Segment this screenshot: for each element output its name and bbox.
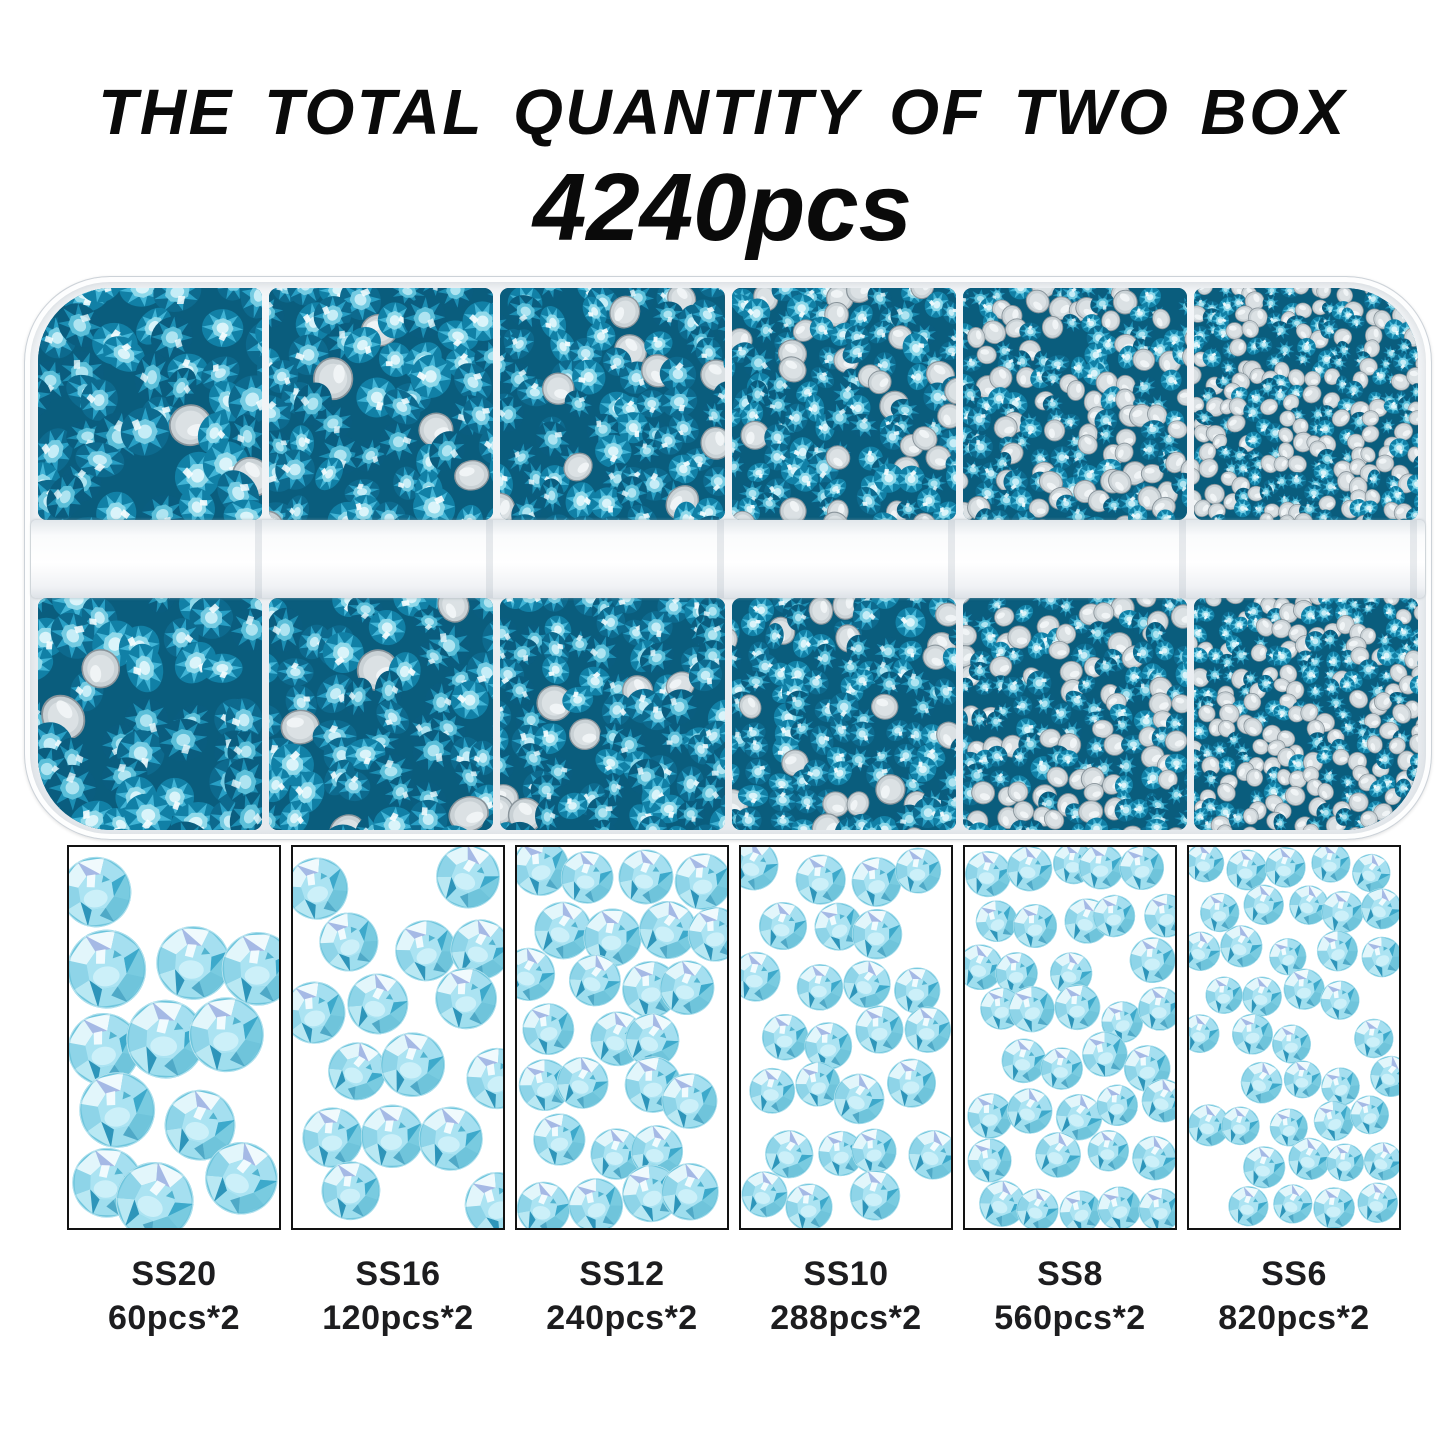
size-quantity: 240pcs*2	[546, 1299, 698, 1337]
size-label: SS16 120pcs*2	[291, 1252, 505, 1340]
size-name: SS20	[131, 1255, 217, 1293]
title-line-1: THE TOTAL QUANTITY OF TWO BOX	[98, 76, 1347, 148]
box-compartment	[38, 288, 263, 520]
size-sample-panel-ss12	[515, 845, 729, 1230]
size-label: SS10 288pcs*2	[739, 1252, 953, 1340]
box-compartment	[38, 598, 263, 831]
size-name: SS16	[355, 1255, 441, 1293]
box-compartment	[962, 598, 1187, 831]
box-compartment	[500, 288, 725, 520]
size-sample-panels	[67, 845, 1401, 1230]
size-name: SS10	[803, 1255, 889, 1293]
size-quantity: 820pcs*2	[1218, 1299, 1370, 1337]
size-sample-panel-ss20	[67, 845, 281, 1230]
box-compartment	[1193, 288, 1418, 520]
size-label: SS8 560pcs*2	[963, 1252, 1177, 1340]
size-sample-panel-ss8	[963, 845, 1177, 1230]
size-label: SS12 240pcs*2	[515, 1252, 729, 1340]
size-label: SS6 820pcs*2	[1187, 1252, 1401, 1340]
size-quantity: 60pcs*2	[107, 1299, 241, 1337]
box-compartment	[1193, 598, 1418, 831]
box-center-band	[31, 520, 1425, 598]
size-quantity: 560pcs*2	[994, 1299, 1146, 1337]
size-name: SS12	[579, 1255, 665, 1293]
size-sample-panel-ss10	[739, 845, 953, 1230]
box-compartment	[500, 598, 725, 831]
size-quantity: 120pcs*2	[322, 1299, 474, 1337]
box-compartment	[962, 288, 1187, 520]
box-grid	[31, 288, 1425, 831]
size-quantity: 288pcs*2	[770, 1299, 922, 1337]
box-row-bottom	[38, 598, 1418, 831]
box-compartment	[731, 288, 956, 520]
size-label: SS20 60pcs*2	[67, 1252, 281, 1340]
box-compartment	[731, 598, 956, 831]
size-name: SS8	[1037, 1255, 1103, 1293]
box-row-top	[38, 288, 1418, 520]
size-name: SS6	[1261, 1255, 1327, 1293]
box-compartment	[269, 288, 494, 520]
box-compartment	[269, 598, 494, 831]
size-sample-panel-ss16	[291, 845, 505, 1230]
size-sample-panel-ss6	[1187, 845, 1401, 1230]
total-quantity: 4240pcs	[533, 154, 912, 261]
size-labels: SS20 60pcs*2 SS16 120pcs*2 SS12 240pcs*2…	[67, 1252, 1401, 1340]
rhinestone-storage-box	[24, 276, 1432, 840]
